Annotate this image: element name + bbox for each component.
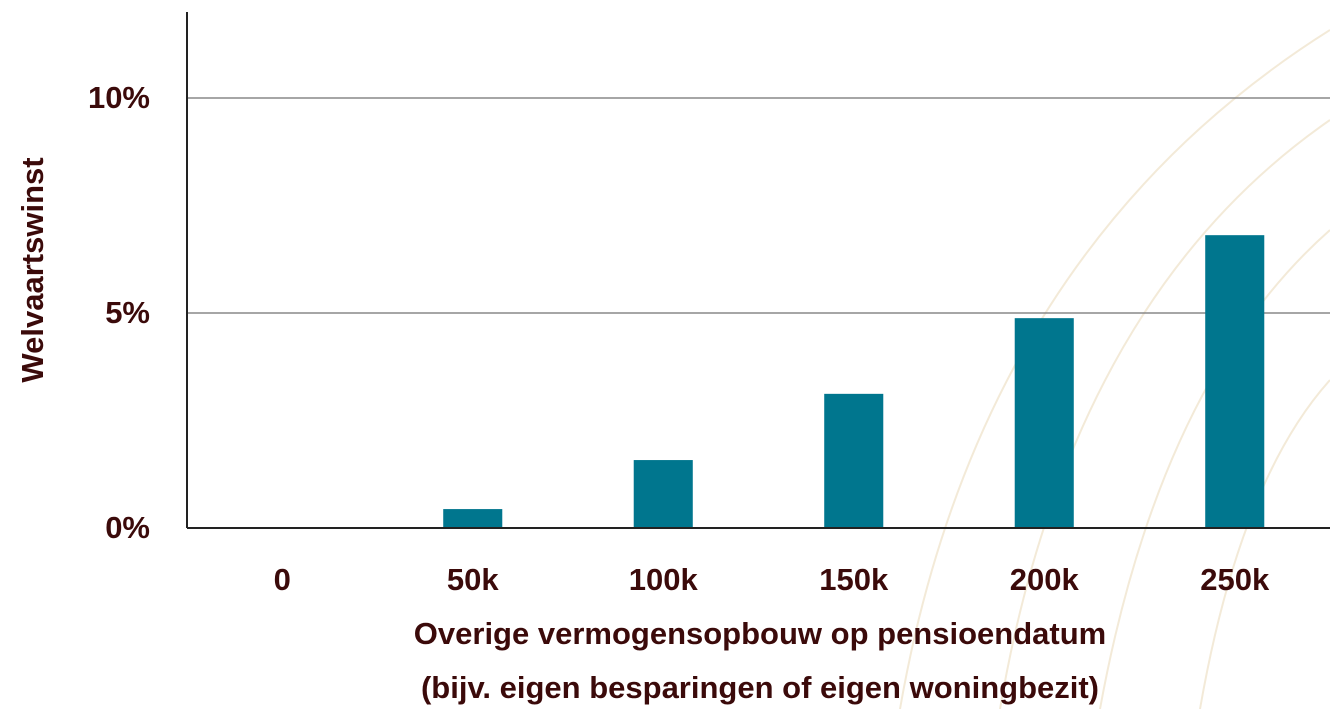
x-axis-title: Overige vermogensopbouw op pensioendatum: [414, 616, 1106, 651]
x-axis-title: (bijv. eigen besparingen of eigen woning…: [421, 670, 1099, 705]
x-tick-label: 50k: [447, 562, 499, 597]
x-tick-label: 150k: [819, 562, 889, 597]
y-tick-label: 0%: [105, 510, 150, 545]
y-tick-label: 10%: [88, 80, 150, 115]
bar: [633, 460, 693, 528]
background-arcs: [899, 29, 1330, 709]
bar: [1014, 318, 1074, 528]
x-tick-label: 0: [274, 562, 291, 597]
x-tick-label: 200k: [1010, 562, 1080, 597]
bar: [443, 509, 503, 528]
bar: [1205, 235, 1265, 529]
x-tick-label: 250k: [1200, 562, 1270, 597]
y-axis-title: Welvaartswinst: [15, 157, 50, 382]
bar: [824, 393, 884, 528]
y-tick-label: 5%: [105, 295, 150, 330]
x-tick-label: 100k: [629, 562, 699, 597]
